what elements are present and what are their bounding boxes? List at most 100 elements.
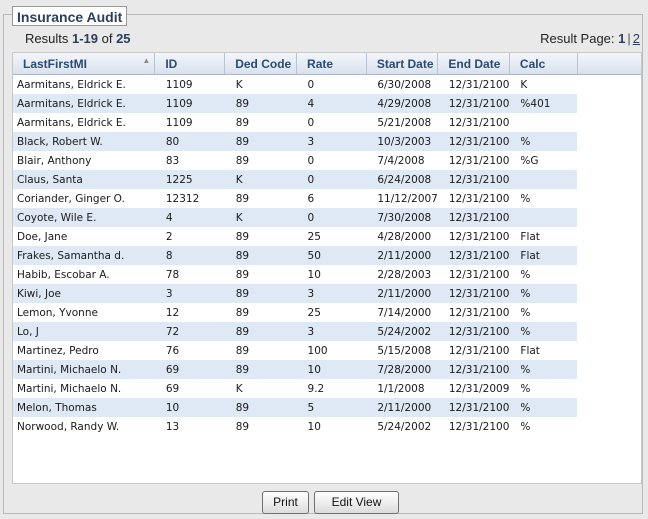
- edit-view-button[interactable]: Edit View: [314, 491, 399, 514]
- table-cell: 12/31/2100: [437, 208, 510, 227]
- table-filler-cell: [577, 398, 641, 417]
- table-cell: 4: [296, 94, 367, 113]
- table-cell: 7/30/2008: [366, 208, 438, 227]
- table-cell: 89: [235, 230, 250, 243]
- table-cell: 12/31/2100: [448, 420, 510, 433]
- table-cell: Flat: [520, 230, 540, 243]
- results-range: 1-19: [71, 31, 98, 46]
- table-cell: Claus, Santa: [13, 170, 155, 189]
- table-cell: K: [235, 78, 243, 91]
- table-cell: 69: [154, 360, 225, 379]
- col-header-calc[interactable]: Calc: [509, 53, 578, 75]
- table-cell: 5/24/2002: [377, 420, 432, 433]
- table-cell: 89: [224, 132, 297, 151]
- table-cell: 4/28/2000: [377, 230, 432, 243]
- table-cell: K: [224, 170, 297, 189]
- table-cell: 12/31/2100: [437, 284, 510, 303]
- pager-link-page-2[interactable]: 2: [632, 31, 640, 46]
- table-cell: Martinez, Pedro: [17, 344, 99, 357]
- table-cell: 78: [165, 268, 180, 281]
- table-cell: 4/29/2008: [366, 94, 438, 113]
- table-cell: 2/11/2000: [366, 398, 438, 417]
- table-row[interactable]: Claus, Santa 1225 K 0 6/24/2008 12/31/2100: [13, 170, 641, 189]
- table-row[interactable]: Doe, Jane 2 89 25 4/28/2000 12/31/2100 Flat: [13, 227, 641, 246]
- table-cell: Flat: [520, 344, 540, 357]
- table-row[interactable]: Coriander, Ginger O. 12312 89 6 11/12/2007 12…: [13, 189, 641, 208]
- table-cell: 3: [296, 132, 367, 151]
- table-cell: Frakes, Samantha d.: [13, 246, 155, 265]
- table-cell: %: [520, 420, 531, 433]
- table-cell: 25: [307, 230, 321, 243]
- table-cell: 6/30/2008: [377, 78, 432, 91]
- table-cell: 2/11/2000: [366, 284, 438, 303]
- table-cell: 12: [165, 306, 180, 319]
- table-row[interactable]: Lemon, Yvonne 12 89 25 7/14/2000 12/31/2100%: [13, 303, 641, 322]
- table-cell: 1109: [165, 78, 193, 91]
- table-cell: 9.2: [307, 382, 325, 395]
- table-cell: 3: [154, 284, 225, 303]
- col-header-lastfirstmi[interactable]: LastFirstMI ▲: [13, 53, 156, 75]
- table-row[interactable]: Martinez, Pedro 76 89 100 5/15/2008 12/31/210…: [13, 341, 641, 360]
- table-cell: 5: [296, 398, 367, 417]
- table-row[interactable]: Norwood, Randy W. 13 89 10 5/24/2002 12/31/21…: [13, 417, 641, 436]
- col-header-id[interactable]: ID: [154, 53, 226, 75]
- col-header-start-date[interactable]: Start Date: [366, 53, 439, 75]
- table-cell: 12/31/2100: [437, 398, 510, 417]
- table-cell: Coriander, Ginger O.: [17, 192, 125, 205]
- table-cell: [509, 170, 578, 189]
- table-cell: 7/28/2000: [366, 360, 438, 379]
- col-header-rate[interactable]: Rate: [296, 53, 367, 75]
- table-cell: 25: [307, 306, 321, 319]
- table-cell: Martini, Michaelo N.: [17, 382, 122, 395]
- table-cell: Blair, Anthony: [17, 154, 92, 167]
- table-cell: 12/31/2100: [437, 132, 510, 151]
- table-cell: 5/15/2008: [377, 344, 432, 357]
- table-cell: Norwood, Randy W.: [17, 420, 120, 433]
- table-filler-cell: [577, 189, 641, 208]
- table-row[interactable]: Black, Robert W. 80 89 3 10/3/2003 12/31/2100…: [13, 132, 641, 151]
- table-row[interactable]: Aarmitans, Eldrick E. 1109 K 0 6/30/2008 12/3…: [13, 74, 641, 94]
- table-row[interactable]: Frakes, Samantha d. 8 89 50 2/11/2000 12/31/2…: [13, 246, 641, 265]
- pager-label: Result Page:: [540, 31, 619, 46]
- table-cell: Coyote, Wile E.: [13, 208, 155, 227]
- table-row[interactable]: Melon, Thomas 10 89 5 2/11/2000 12/31/2100%: [13, 398, 641, 417]
- table-row[interactable]: Coyote, Wile E. 4 K 0 7/30/2008 12/31/2100: [13, 208, 641, 227]
- table-filler-cell: [577, 322, 641, 341]
- table-row[interactable]: Habib, Escobar A. 78 89 10 2/28/2003 12/31/21…: [13, 265, 641, 284]
- table-row[interactable]: Blair, Anthony 83 89 0 7/4/2008 12/31/2100 %G: [13, 151, 641, 170]
- table-filler-cell: [577, 113, 641, 132]
- table-cell: 7/4/2008: [377, 154, 425, 167]
- col-header-end-date[interactable]: End Date: [437, 53, 510, 75]
- table-cell: 1109: [165, 116, 193, 129]
- table-filler-cell: [577, 151, 641, 170]
- table-row[interactable]: Martini, Michaelo N. 69 89 10 7/28/2000 12/31…: [13, 360, 641, 379]
- table-cell: 89: [224, 322, 297, 341]
- col-header-ded-code[interactable]: Ded Code: [224, 53, 298, 75]
- table-cell: 6/24/2008: [366, 170, 438, 189]
- button-bar: Print Edit View: [0, 491, 648, 515]
- print-button[interactable]: Print: [262, 491, 309, 514]
- table-cell: 72: [154, 322, 225, 341]
- page-title: Insurance Audit: [12, 6, 128, 26]
- table-cell: 2/11/2000: [366, 246, 438, 265]
- audit-grid: LastFirstMI ▲ ID Ded Code Rate Start Date…: [12, 52, 642, 484]
- table-row[interactable]: Lo, J 72 89 3 5/24/2002 12/31/2100%: [13, 322, 641, 341]
- table-cell: 89: [235, 420, 250, 433]
- table-cell: 12312: [165, 192, 200, 205]
- table-cell: Aarmitans, Eldrick E.: [17, 116, 126, 129]
- results-summary: Results 1-19 of 25: [25, 31, 131, 46]
- table-row[interactable]: Aarmitans, Eldrick E. 1109 89 0 5/21/2008 12/…: [13, 113, 641, 132]
- table-row[interactable]: Aarmitans, Eldrick E. 1109 89 4 4/29/2008 12/…: [13, 94, 641, 113]
- table-cell: Lo, J: [13, 322, 155, 341]
- table-filler-cell: [577, 170, 641, 189]
- table-filler-cell: [577, 265, 641, 284]
- table-filler-cell: [577, 208, 641, 227]
- table-cell: 89: [235, 306, 250, 319]
- table-row[interactable]: Martini, Michaelo N. 69 K 9.2 1/1/2008 12/31/…: [13, 379, 641, 398]
- table-cell: %G: [520, 154, 539, 167]
- table-cell: 12/31/2100: [437, 94, 510, 113]
- table-cell: Aarmitans, Eldrick E.: [13, 94, 155, 113]
- table-cell: Martini, Michaelo N.: [13, 360, 155, 379]
- table-cell: Flat: [509, 246, 578, 265]
- table-row[interactable]: Kiwi, Joe 3 89 3 2/11/2000 12/31/2100%: [13, 284, 641, 303]
